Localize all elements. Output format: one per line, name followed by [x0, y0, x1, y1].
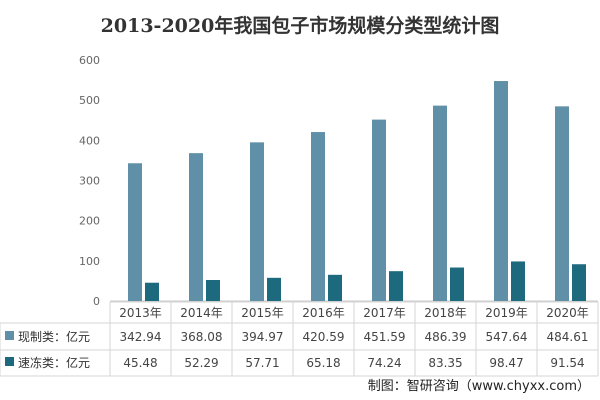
- data-label: 420.59: [303, 330, 345, 344]
- bar-frozen: [572, 264, 586, 301]
- bar-frozen: [267, 277, 281, 301]
- y-tick-label: 500: [79, 94, 100, 107]
- data-label: 83.35: [428, 356, 462, 370]
- y-tick-label: 300: [79, 175, 100, 188]
- bar-frozen: [450, 267, 464, 301]
- data-label: 57.71: [245, 356, 279, 370]
- source-note: 制图：智研咨询（www.chyxx.com）: [368, 379, 590, 394]
- bar-fresh: [555, 106, 569, 301]
- data-label: 484.61: [547, 330, 589, 344]
- chart-title: 2013-2020年我国包子市场规模分类型统计图: [101, 14, 500, 37]
- bar-frozen: [389, 271, 403, 301]
- bar-frozen: [206, 279, 220, 301]
- bar-fresh: [250, 142, 264, 301]
- data-label: 65.18: [306, 356, 340, 370]
- data-label: 394.97: [242, 330, 284, 344]
- legend-swatch: [5, 357, 14, 366]
- bar-fresh: [494, 81, 508, 301]
- data-label: 486.39: [425, 330, 467, 344]
- bar-fresh: [189, 153, 203, 301]
- bar-fresh: [372, 119, 386, 301]
- y-tick-label: 200: [79, 215, 100, 228]
- bar-frozen: [145, 282, 159, 301]
- y-tick-label: 0: [93, 295, 100, 308]
- data-label: 52.29: [184, 356, 218, 370]
- bar-frozen: [328, 274, 342, 301]
- data-label: 91.54: [550, 356, 584, 370]
- x-tick-label: 2013年: [119, 306, 162, 320]
- x-tick-label: 2017年: [363, 306, 406, 320]
- data-label: 547.64: [486, 330, 528, 344]
- x-tick-label: 2016年: [302, 306, 345, 320]
- y-tick-label: 600: [79, 54, 100, 67]
- bar-fresh: [128, 163, 142, 301]
- data-label: 342.94: [120, 330, 162, 344]
- x-tick-label: 2019年: [485, 306, 528, 320]
- legend-label: 现制类：亿元: [18, 329, 90, 344]
- x-tick-label: 2018年: [424, 306, 467, 320]
- x-tick-label: 2015年: [241, 306, 284, 320]
- y-tick-label: 400: [79, 134, 100, 147]
- x-tick-label: 2014年: [180, 306, 223, 320]
- legend-label: 速冻类：亿元: [18, 355, 90, 370]
- data-label: 45.48: [123, 356, 157, 370]
- x-tick-label: 2020年: [546, 306, 589, 320]
- y-tick-label: 100: [79, 255, 100, 268]
- bar-frozen: [511, 261, 525, 301]
- data-label: 368.08: [181, 330, 223, 344]
- data-label: 451.59: [364, 330, 406, 344]
- legend-swatch: [5, 331, 14, 340]
- data-label: 74.24: [367, 356, 401, 370]
- bar-fresh: [311, 132, 325, 301]
- data-label: 98.47: [489, 356, 523, 370]
- bar-fresh: [433, 105, 447, 301]
